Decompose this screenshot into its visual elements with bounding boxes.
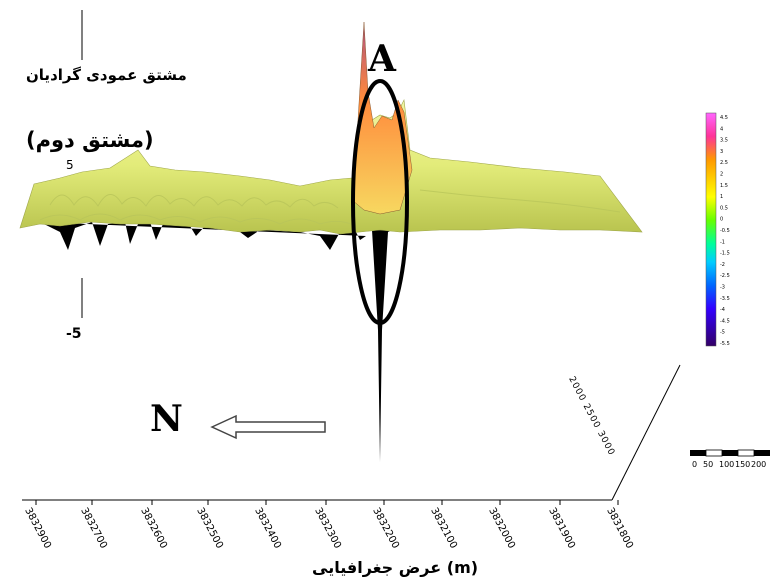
chart-title: مشتق عمودی گرادیان — [26, 66, 187, 84]
colorbar-tick-label: 2.5 — [720, 160, 728, 166]
scale-bar-labels: 0 50 100 150 200 — [692, 460, 766, 469]
y-axis-line — [611, 364, 681, 501]
colorbar-tick-label: -2 — [720, 262, 725, 268]
colorbar-tick-label: -5.5 — [720, 341, 730, 347]
scale-bar-label: 200 — [751, 460, 766, 469]
colorbar-tick-label: 3.5 — [720, 138, 728, 144]
anomaly-label: A — [368, 38, 396, 80]
x-tick-marks — [35, 500, 619, 505]
colorbar-tick-label: 2 — [720, 172, 723, 178]
anomaly-peak — [351, 21, 413, 215]
z-tick-label: -5 — [66, 326, 82, 342]
surface-troughs — [40, 222, 366, 250]
scale-bar-label: 150 — [735, 460, 750, 469]
colorbar-tick-label: -4.5 — [720, 318, 730, 324]
colorbar-tick-label: -1.5 — [720, 251, 730, 257]
colorbar-tick-label: 4 — [720, 126, 723, 132]
north-arrow-icon — [210, 414, 326, 440]
scale-bar-label: 50 — [703, 460, 713, 469]
colorbar-tick-label: 0.5 — [720, 205, 728, 211]
scale-bar — [690, 449, 770, 457]
colorbar-tick-label: 1.5 — [720, 183, 728, 189]
colorbar-ticks: 4.5 4 3.5 3 2.5 2 1.5 1 0.5 0 -0.5 -1 -1.5 -2 -2.5 -3 -3… — [720, 115, 730, 347]
surface-main — [19, 79, 643, 235]
x-axis-label: عرض جغرافیایی (m) — [312, 558, 479, 577]
colorbar-tick-label: -3 — [720, 285, 725, 291]
scale-bar-label: 0 — [692, 460, 697, 469]
z-tick-label: 5 — [66, 158, 74, 172]
anomaly-trough — [365, 226, 396, 462]
anomaly-ellipse — [351, 79, 409, 325]
colorbar-tick-label: -5 — [720, 330, 725, 336]
surface-ridges — [39, 189, 621, 227]
colorbar-tick-label: -1 — [720, 239, 725, 245]
chart-subtitle: (مشتق دوم) — [26, 128, 154, 152]
colorbar-tick-label: -3.5 — [720, 296, 730, 302]
colorbar-tick-label: -0.5 — [720, 228, 730, 234]
colorbar-tick-label: 4.5 — [720, 115, 728, 121]
colorbar-tick-label: 1 — [720, 194, 723, 200]
colorbar — [705, 112, 717, 347]
colorbar-tick-label: 3 — [720, 149, 723, 155]
colorbar-tick-label: -4 — [720, 307, 725, 313]
scale-bar-label: 100 — [719, 460, 734, 469]
colorbar-tick-label: -2.5 — [720, 273, 730, 279]
direction-label: N — [150, 398, 183, 440]
colorbar-tick-label: 0 — [720, 217, 723, 223]
